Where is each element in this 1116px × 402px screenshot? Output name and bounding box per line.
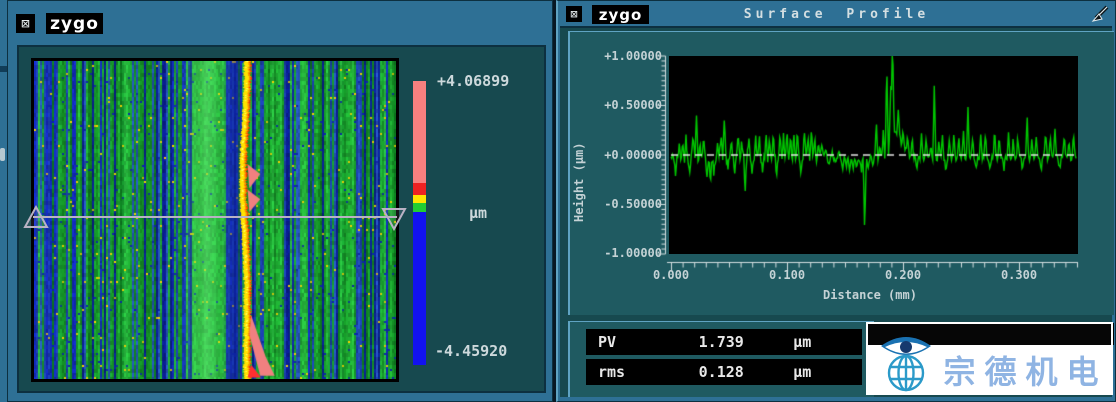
slice-handle-right[interactable] (383, 209, 405, 229)
x-tick-label: 0.000 (645, 268, 697, 282)
colorbar-unit-label: μm (469, 204, 487, 222)
rms-value: 0.128 (663, 363, 779, 381)
colorbar-segment (413, 81, 426, 183)
zygo-application: ⊠ zygo +4.06899 μm -4.45920 ⊠ zygo Surfa… (0, 0, 1116, 402)
colorbar-segment (413, 195, 426, 204)
rms-label: rms (586, 363, 663, 381)
surface-profile-titlebar[interactable]: ⊠ zygo Surface Profile (558, 3, 1115, 26)
profile-plot-panel: Height (μm) +1.00000 +0.50000 +0.00000 -… (568, 31, 1114, 315)
x-tick-label: 0.100 (761, 268, 813, 282)
pv-label: PV (586, 333, 663, 351)
pv-value: 1.739 (663, 333, 779, 351)
pv-unit: μm (779, 333, 862, 351)
eye-globe-logo-icon (876, 329, 936, 393)
surface-map-window: ⊠ zygo +4.06899 μm -4.45920 (7, 0, 553, 402)
profile-trace (669, 56, 1078, 254)
y-tick-label: +1.00000 (588, 49, 662, 63)
colorbar-segment (413, 183, 426, 194)
zygo-logo: zygo (46, 13, 103, 34)
height-colorbar (413, 81, 426, 365)
surface-map-client-area: +4.06899 μm -4.45920 (17, 45, 546, 393)
colorbar-max-label: +4.06899 (437, 72, 509, 90)
background-window-edge (0, 0, 7, 402)
profile-plot-area (669, 56, 1078, 254)
rms-result-box: rms 0.128 μm (586, 359, 862, 385)
watermark: 宗德机电 (866, 322, 1113, 395)
colorbar-segment (413, 203, 426, 212)
x-tick-label: 0.300 (993, 268, 1045, 282)
y-tick-label: +0.00000 (588, 148, 662, 162)
colorbar-min-label: -4.45920 (435, 342, 507, 360)
y-tick-label: +0.50000 (588, 98, 662, 112)
pv-result-box: PV 1.739 μm (586, 329, 862, 355)
rms-unit: μm (779, 363, 862, 381)
background-window-seam (0, 66, 7, 72)
x-tick-label: 0.200 (877, 268, 929, 282)
x-axis-label: Distance (mm) (720, 288, 1020, 302)
watermark-text: 宗德机电 (942, 346, 1109, 393)
results-panel: PV 1.739 μm rms 0.128 μm (568, 321, 874, 397)
y-tick-label: -1.00000 (588, 246, 662, 260)
profile-slice-line[interactable] (19, 205, 411, 241)
colorbar-segment (413, 212, 426, 365)
y-tick-label: -0.50000 (588, 197, 662, 211)
close-button[interactable]: ⊠ (16, 14, 35, 33)
occluded-window-fragment (0, 148, 5, 161)
surface-map-titlebar[interactable]: ⊠ zygo (8, 3, 552, 43)
pin-window-icon[interactable] (1090, 4, 1110, 24)
window-title: Surface Profile (558, 7, 1115, 22)
